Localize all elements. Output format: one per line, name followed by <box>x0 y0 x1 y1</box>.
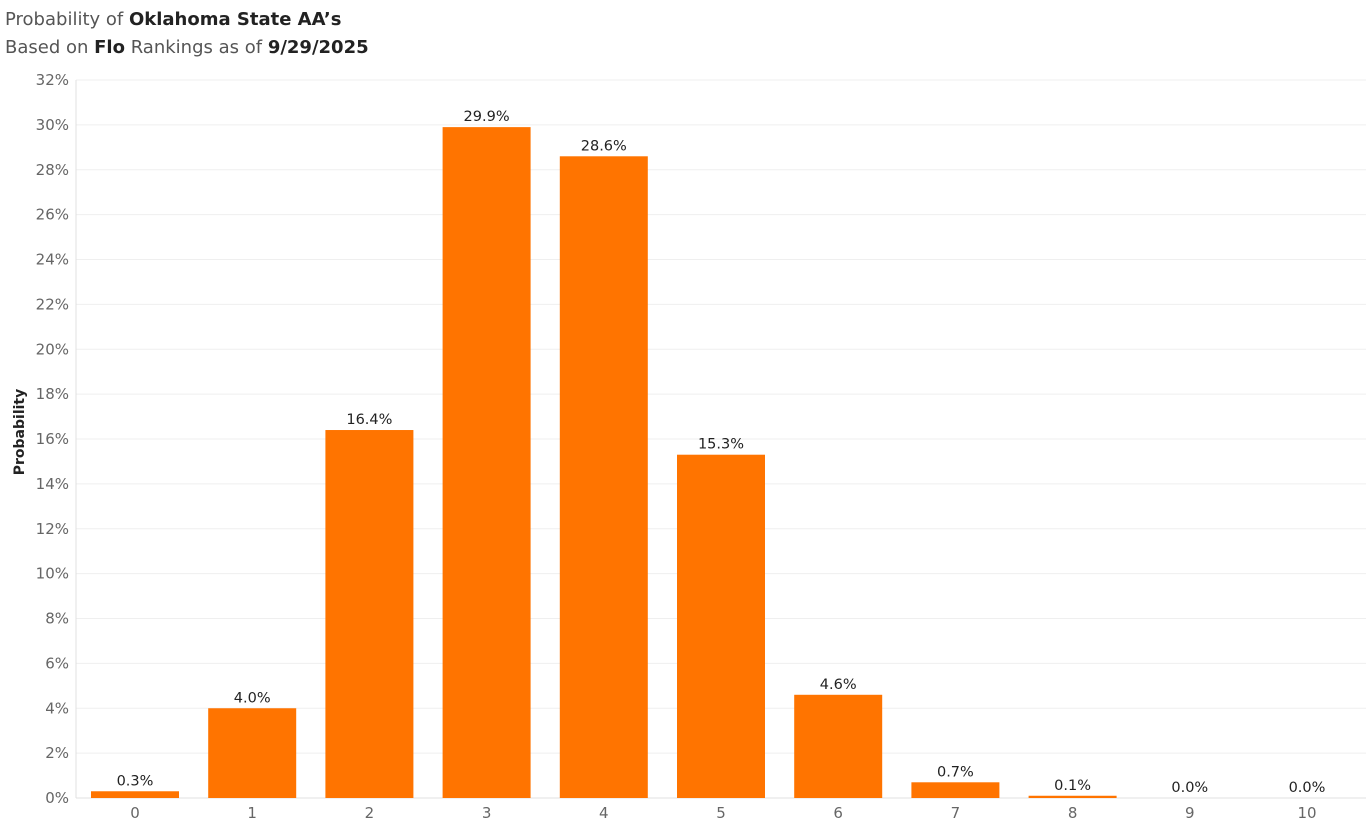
data-label: 0.0% <box>1171 780 1208 796</box>
y-tick-label: 16% <box>36 430 69 448</box>
data-label: 28.6% <box>581 138 627 154</box>
y-tick-label: 0% <box>45 789 69 807</box>
y-tick-label: 4% <box>45 699 69 717</box>
bar <box>1028 795 1117 798</box>
x-tick-label: 3 <box>482 804 492 822</box>
bar <box>794 694 883 798</box>
bars <box>91 127 1117 799</box>
x-tick-label: 8 <box>1068 804 1078 822</box>
data-label: 0.1% <box>1054 778 1091 794</box>
subtitle-date: 9/29/2025 <box>267 37 369 58</box>
x-tick-label: 9 <box>1185 804 1195 822</box>
x-tick-label: 4 <box>599 804 609 822</box>
title-team: Oklahoma State AA’s <box>128 9 342 30</box>
x-tick-label: 10 <box>1297 804 1316 822</box>
bar <box>325 430 414 798</box>
y-axis-ticks: 0% 2% 4% 6% 8% 10% 12% 14% 16% 18% 20% 22% 24% 26% 28%… <box>36 71 69 807</box>
subtitle-source: Flo <box>94 37 125 58</box>
y-tick-label: 6% <box>45 654 69 672</box>
data-label: 4.6% <box>820 677 857 693</box>
bar <box>559 156 648 799</box>
y-tick-label: 20% <box>36 340 69 358</box>
data-labels: 0.3% 4.0% 16.4% 29.9% 28.6% 15.3% 4.6% 0.7% 0.1%… <box>117 109 1326 796</box>
x-tick-label: 1 <box>247 804 257 822</box>
y-tick-label: 26% <box>36 206 69 224</box>
x-axis-ticks: 0 1 2 3 4 5 6 7 8 9 10 <box>130 804 1316 822</box>
x-tick-label: 0 <box>130 804 140 822</box>
data-label: 0.0% <box>1289 780 1326 796</box>
x-tick-label: 5 <box>716 804 726 822</box>
bar <box>208 708 297 798</box>
bar <box>442 127 531 798</box>
chart-title: Probability of Oklahoma State AA’s Based… <box>5 6 369 62</box>
data-label: 15.3% <box>698 437 744 453</box>
y-tick-label: 12% <box>36 520 69 538</box>
y-tick-label: 18% <box>36 385 69 403</box>
y-tick-label: 2% <box>45 744 69 762</box>
data-label: 0.3% <box>117 773 154 789</box>
x-tick-label: 7 <box>951 804 961 822</box>
title-line-2: Based on Flo Rankings as of 9/29/2025 <box>5 34 369 62</box>
y-axis-label: Probability <box>12 389 28 476</box>
data-label: 16.4% <box>346 412 392 428</box>
y-tick-label: 24% <box>36 251 69 269</box>
data-label: 0.7% <box>937 764 974 780</box>
subtitle-mid: Rankings as of <box>124 37 268 58</box>
x-tick-label: 6 <box>833 804 843 822</box>
y-tick-label: 22% <box>36 295 69 313</box>
data-label: 4.0% <box>234 690 271 706</box>
data-label: 29.9% <box>464 109 510 125</box>
y-tick-label: 8% <box>45 610 69 628</box>
bar <box>677 454 765 798</box>
title-prefix: Probability of <box>5 9 129 30</box>
subtitle-prefix: Based on <box>5 37 95 58</box>
y-tick-label: 30% <box>36 116 69 134</box>
x-tick-label: 2 <box>365 804 375 822</box>
y-tick-label: 28% <box>36 161 69 179</box>
y-tick-label: 10% <box>36 565 69 583</box>
bar <box>911 782 1000 798</box>
title-line-1: Probability of Oklahoma State AA’s <box>5 6 369 34</box>
y-tick-label: 32% <box>36 71 69 89</box>
y-tick-label: 14% <box>36 475 69 493</box>
bar <box>91 791 179 798</box>
